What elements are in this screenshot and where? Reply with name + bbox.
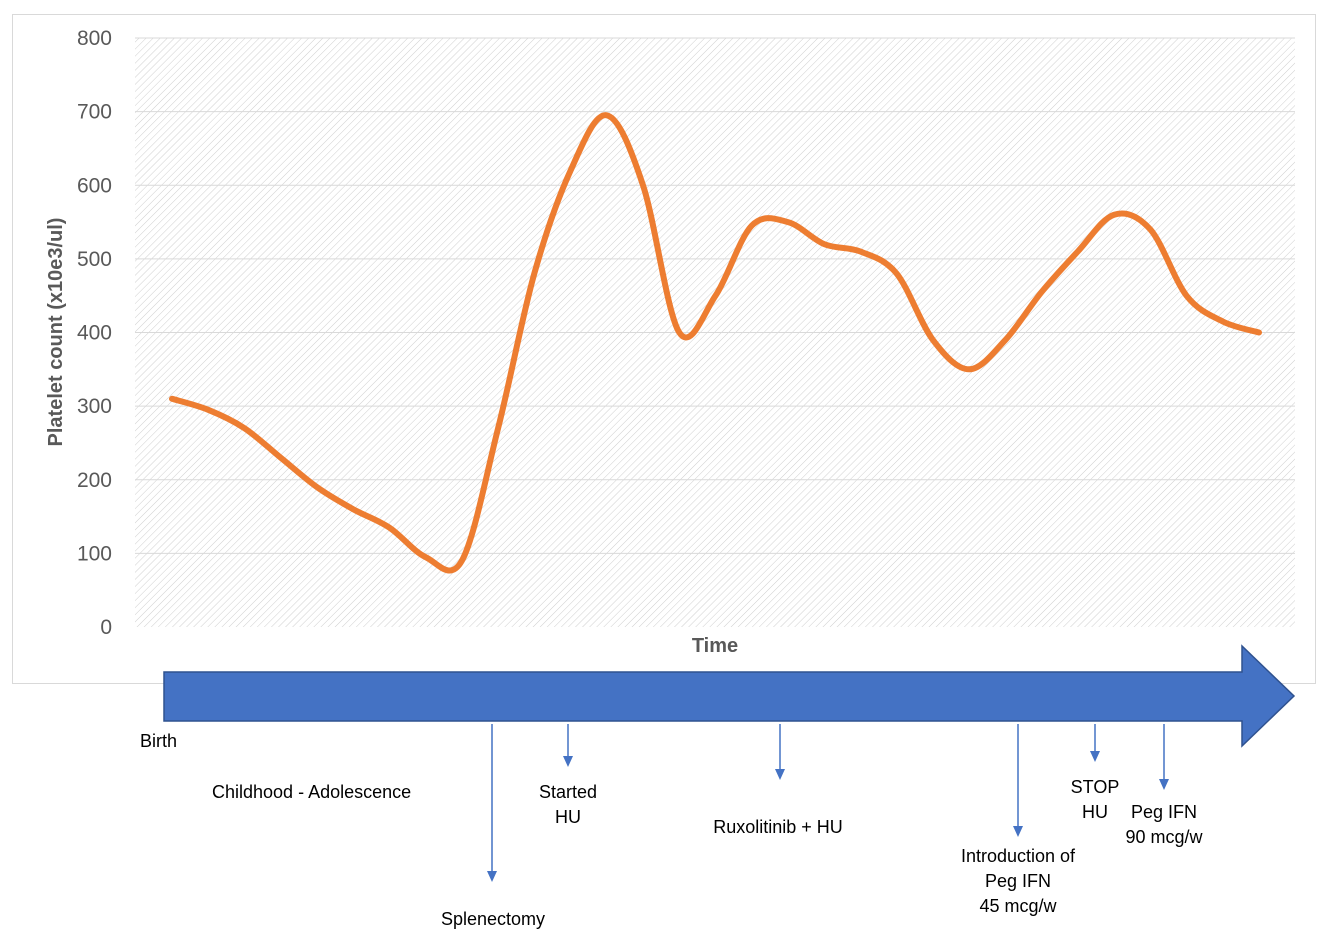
y-tick-label: 500 [77, 248, 112, 271]
y-tick-label: 100 [77, 542, 112, 565]
y-tick-label: 600 [77, 174, 112, 197]
timeline-events: Splenectomy Started HU Ruxolitinib + HU Intr… [441, 724, 1204, 929]
timeline-arrow [163, 644, 1296, 748]
ruxolitinib-label: Ruxolitinib + HU [713, 817, 843, 837]
peg-ifn-45-label: Peg IFN [985, 871, 1051, 891]
stop-hu-arrowhead-icon [1090, 751, 1100, 762]
peg-ifn-90-arrowhead-icon [1159, 779, 1169, 790]
series-layer [169, 112, 1262, 574]
y-axis-title: Platelet count (x10e3/ul) [45, 218, 67, 447]
y-tick-label: 700 [77, 101, 112, 124]
childhood-adolescence-label: Childhood - Adolescence [212, 782, 411, 802]
birth-label: Birth [140, 731, 177, 751]
y-tick-label: 400 [77, 322, 112, 345]
peg-ifn-90-label: Peg IFN [1131, 802, 1197, 822]
peg-ifn-90-label: 90 mcg/w [1125, 827, 1203, 847]
peg-ifn-45-arrowhead-icon [1013, 826, 1023, 837]
started-hu-label: HU [555, 807, 581, 827]
splenectomy-label: Splenectomy [441, 909, 545, 929]
stop-hu-label: HU [1082, 802, 1108, 822]
started-hu-arrowhead-icon [563, 756, 573, 767]
splenectomy-arrowhead-icon [487, 871, 497, 882]
y-tick-label: 800 [77, 27, 112, 50]
y-tick-label: 0 [100, 616, 112, 639]
platelet-series-line [169, 112, 1262, 574]
y-tick-label: 200 [77, 469, 112, 492]
y-axis-ticks: 0 100 200 300 400 500 600 700 800 [77, 27, 112, 639]
y-tick-label: 300 [77, 395, 112, 418]
gridlines [135, 37, 1295, 554]
started-hu-label: Started [539, 782, 597, 802]
peg-ifn-45-label: Introduction of [961, 846, 1076, 866]
peg-ifn-45-label: 45 mcg/w [979, 896, 1057, 916]
ruxolitinib-arrowhead-icon [775, 769, 785, 780]
stop-hu-label: STOP [1071, 777, 1120, 797]
x-axis-title: Time [692, 635, 738, 657]
